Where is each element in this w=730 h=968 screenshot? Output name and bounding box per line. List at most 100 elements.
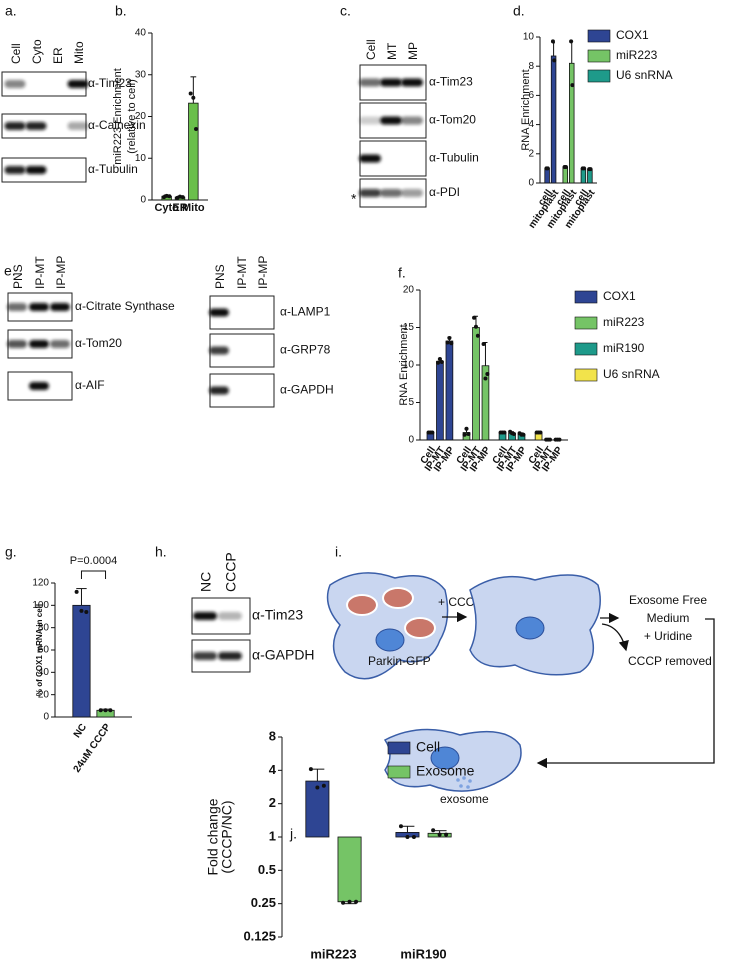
band (401, 78, 423, 87)
nucleus (375, 628, 405, 652)
legend-label: miR190 (603, 341, 645, 355)
y-tick-label: 4 (269, 762, 277, 777)
lane-label: MT (385, 42, 399, 60)
band (209, 386, 229, 395)
y-axis-label: (relative to cell) (126, 79, 138, 154)
data-point (466, 432, 471, 436)
legend-label: miR223 (616, 48, 658, 62)
legend-label: miR223 (603, 315, 645, 329)
band (29, 382, 49, 390)
band (25, 166, 47, 174)
data-point (108, 708, 113, 713)
bar (337, 836, 362, 903)
bar (569, 62, 575, 184)
panel-label: j. (289, 826, 297, 842)
antibody-label: α-GAPDH (280, 383, 334, 397)
legend-label: U6 snRNA (603, 367, 660, 381)
antibody-label: α-Tubulin (429, 151, 479, 165)
band (193, 612, 217, 620)
bar (562, 166, 568, 184)
data-point (74, 589, 79, 594)
bar (462, 432, 471, 441)
data-point (483, 376, 488, 381)
band (380, 116, 402, 125)
data-point (398, 824, 403, 829)
y-tick-label: 10 (403, 360, 415, 371)
x-tick-label: miR190 (400, 946, 446, 961)
band (25, 122, 47, 130)
mitochondrion (404, 617, 436, 639)
band (218, 612, 242, 620)
y-tick-label: 40 (38, 667, 50, 678)
data-point (308, 767, 313, 772)
data-point (84, 610, 89, 615)
band (359, 116, 381, 125)
data-point (437, 357, 442, 361)
data-point (98, 708, 103, 713)
band (67, 122, 89, 130)
band (380, 78, 402, 87)
antibody-label: α-GRP78 (280, 343, 331, 357)
lane-label: PNS (11, 264, 25, 289)
data-point (180, 195, 185, 200)
legend-swatch (587, 29, 611, 43)
y-tick-label: 0.5 (258, 862, 276, 877)
y-tick-label: 6 (528, 90, 534, 101)
medium: Medium (647, 611, 690, 625)
exosome-label: exosome (440, 792, 489, 806)
x-tick-label: miR223 (310, 946, 356, 961)
antibody-label: α-Calnexin (88, 118, 146, 132)
y-tick-label: 0 (140, 195, 146, 206)
panel-label: e. (4, 263, 16, 279)
y-tick-label: 80 (38, 622, 50, 633)
panel-label: b. (115, 3, 127, 19)
y-tick-label: 2 (269, 795, 276, 810)
data-point (188, 91, 193, 96)
y-tick-label: 1 (269, 828, 276, 843)
y-tick-label: 20 (38, 689, 50, 700)
medium: Exosome Free (629, 593, 707, 607)
band (209, 346, 229, 355)
antibody-label: α-Tim23 (429, 75, 473, 89)
data-point (437, 832, 442, 837)
y-tick-label: 20 (135, 111, 147, 122)
bar (72, 604, 91, 718)
bar (580, 167, 587, 184)
data-point (445, 340, 450, 345)
data-point (436, 360, 441, 365)
arrow (536, 618, 715, 769)
legend-label: Exosome (416, 763, 475, 779)
legend-swatch (387, 765, 411, 779)
y-tick-label: 5 (408, 397, 414, 408)
antibody-label: α-LAMP1 (280, 305, 331, 319)
band (209, 308, 229, 317)
y-tick-label: 120 (32, 578, 49, 589)
antibody-label: α-Citrate Synthase (75, 299, 175, 313)
data-point (464, 426, 469, 431)
band (67, 80, 89, 88)
mitochondrion (346, 594, 378, 616)
annotation: P=0.0004 (70, 555, 117, 567)
y-axis-label: miR223 Enrichment (112, 68, 124, 165)
data-point (570, 83, 575, 88)
x-tick-label: Cyto (154, 202, 179, 214)
band (359, 78, 381, 87)
data-point (521, 432, 526, 437)
y-tick-label: 2 (528, 148, 534, 159)
y-tick-label: 60 (38, 645, 50, 656)
lane-label: Cyto (30, 39, 44, 64)
y-tick-label: 4 (528, 119, 534, 130)
x-tick-label: NC (72, 722, 89, 740)
data-point (321, 783, 326, 788)
cell-line: Parkin-GFP (368, 654, 431, 668)
panel-label: d. (513, 3, 525, 19)
lane-label: Cell (364, 39, 378, 60)
data-point (557, 437, 562, 442)
data-point (485, 372, 490, 376)
y-tick-label: 40 (135, 28, 147, 39)
data-point (449, 341, 454, 346)
data-point (439, 360, 444, 364)
legend-swatch (574, 290, 598, 304)
data-point (191, 95, 196, 100)
nucleus (515, 616, 545, 640)
